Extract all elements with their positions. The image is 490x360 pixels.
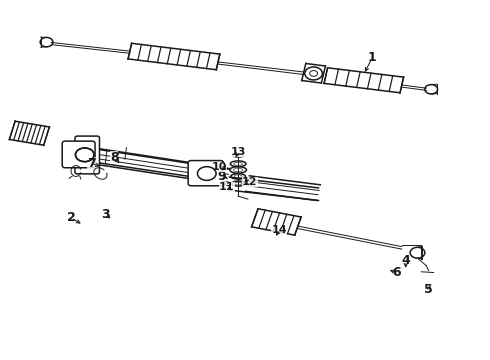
FancyBboxPatch shape	[62, 141, 95, 168]
Text: 4: 4	[401, 255, 410, 267]
Text: 13: 13	[231, 147, 246, 157]
Text: 3: 3	[101, 208, 110, 221]
Text: 12: 12	[242, 177, 258, 187]
Text: 5: 5	[424, 283, 433, 296]
FancyBboxPatch shape	[75, 136, 99, 174]
Text: 7: 7	[87, 157, 96, 170]
FancyBboxPatch shape	[188, 161, 223, 186]
Text: 9: 9	[217, 170, 226, 183]
Text: 14: 14	[271, 225, 287, 235]
Text: 10: 10	[212, 162, 227, 172]
Text: 11: 11	[219, 182, 235, 192]
Text: 8: 8	[110, 151, 119, 164]
Text: 2: 2	[67, 211, 75, 224]
Text: 6: 6	[392, 266, 401, 279]
Text: 1: 1	[368, 51, 377, 64]
